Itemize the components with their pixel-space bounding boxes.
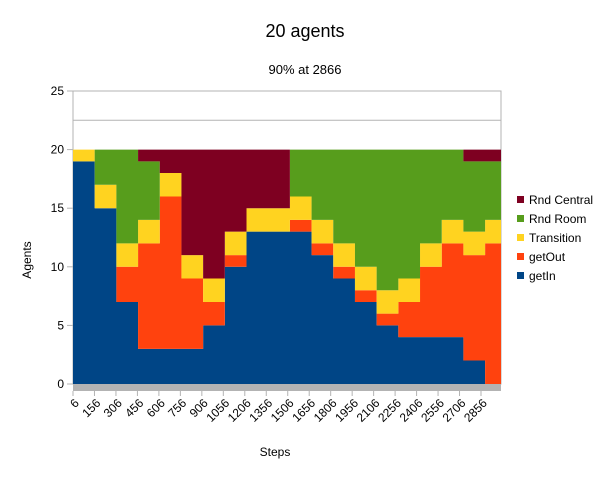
area-transition [73,149,501,314]
chart-subtitle: 90% at 2866 [268,62,341,77]
x-tick-label: 1956 [332,396,361,425]
y-tick-label: 25 [51,84,65,98]
chart-title: 20 agents [265,21,344,41]
y-tick-label: 5 [57,318,64,332]
x-tick-label: 1506 [268,396,297,425]
legend: Rnd Central Rnd Room Transition getOut getIn [517,193,593,283]
x-tick-label: 2406 [397,396,426,425]
x-tick-label: 1206 [225,396,254,425]
y-axis-ticks: 0 5 10 15 20 25 [51,84,73,391]
x-axis-base [73,384,501,391]
x-axis-label: Steps [260,445,291,459]
x-tick-label: 2556 [418,396,447,425]
legend-swatch [517,196,524,203]
x-tick-label: 2856 [461,396,490,425]
y-tick-label: 20 [51,143,65,157]
x-tick-label: 756 [165,396,189,420]
stacked-areas [73,149,501,384]
y-axis-label: Agents [20,241,34,278]
legend-swatch [517,234,524,241]
area-getin [73,161,501,384]
y-tick-label: 15 [51,201,65,215]
x-axis-band [73,384,501,391]
x-tick-label: 2256 [375,396,404,425]
y-tick-label: 10 [51,260,65,274]
x-tick-label: 306 [101,396,125,420]
area-getout [73,161,501,384]
x-tick-label: 456 [122,396,146,420]
x-tick-label: 2706 [440,396,469,425]
legend-label: getOut [529,250,566,264]
x-tick-label: 606 [144,396,168,420]
legend-label: Rnd Room [529,212,586,226]
x-axis-ticks: 6156306456606756906105612061356150616561… [67,391,490,425]
legend-swatch [517,272,524,279]
legend-label: getIn [529,269,556,283]
x-tick-label: 156 [79,396,103,420]
y-tick-label: 0 [57,377,64,391]
legend-label: Rnd Central [529,193,593,207]
x-tick-label: 1656 [289,396,318,425]
x-tick-label: 1356 [246,396,275,425]
area-rnd-central [73,149,501,279]
legend-label: Transition [529,231,581,245]
legend-swatch [517,215,524,222]
x-tick-label: 1056 [203,396,232,425]
area-rnd-room [73,149,501,291]
x-tick-label: 1806 [311,396,340,425]
x-tick-label: 2106 [354,396,383,425]
legend-swatch [517,253,524,260]
